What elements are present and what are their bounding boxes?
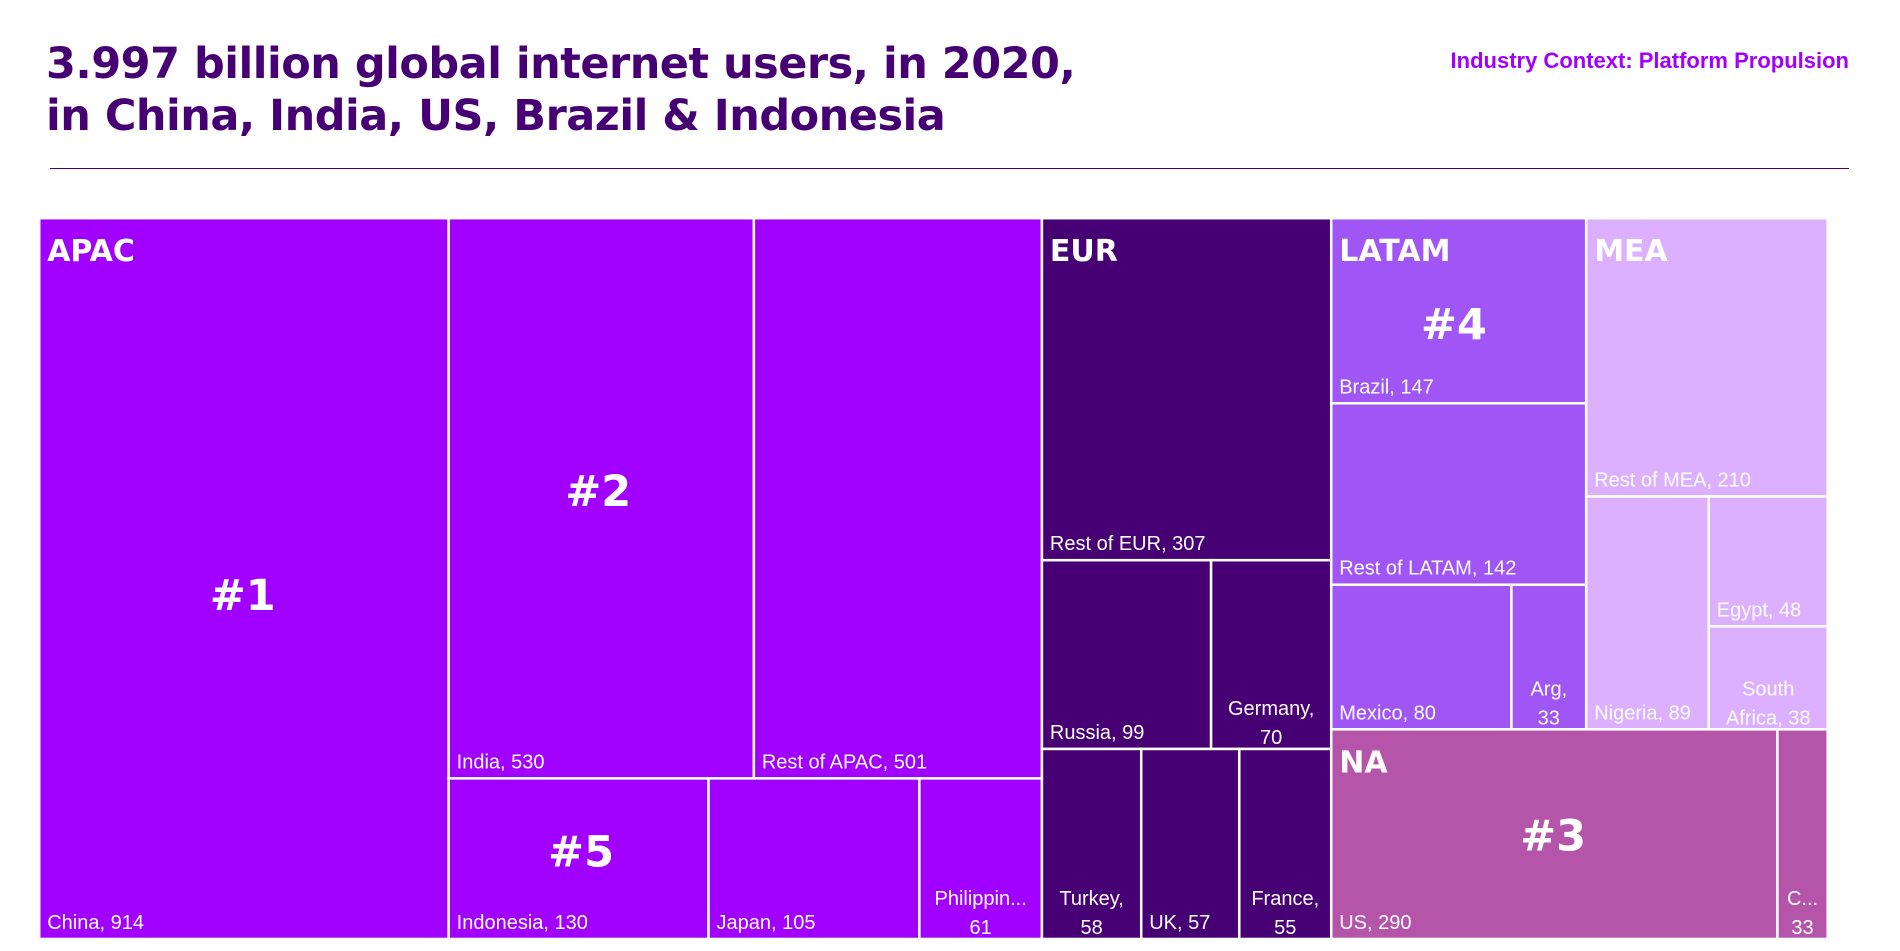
cell-label-uk: UK, 57 <box>1149 912 1210 934</box>
treemap-cell-brazil: Brazil, 147 #4 <box>1329 216 1588 405</box>
cell-label-germany: Germany, 70 <box>1228 698 1314 749</box>
rank-label-india: #2 <box>565 467 631 517</box>
cell-label-france: France, 55 <box>1251 888 1319 939</box>
treemap-cell-egypt: Egypt, 48 <box>1707 495 1829 628</box>
cell-label-rest-of-apac: Rest of APAC, 501 <box>762 751 927 773</box>
cell-label-us: US, 290 <box>1339 912 1411 934</box>
treemap-cell-uk: UK, 57 <box>1139 747 1241 941</box>
treemap-rect-south-africa <box>1707 625 1829 731</box>
region-label-latam: LATAM <box>1339 234 1450 269</box>
cell-label-turkey: Turkey, 58 <box>1059 888 1123 939</box>
treemap-rect-rest-of-latam <box>1329 402 1588 586</box>
treemap-cell-france: France, 55 <box>1238 747 1333 941</box>
region-label-apac: APAC <box>47 234 135 269</box>
treemap-cell-turkey: Turkey, 58 <box>1040 747 1143 941</box>
cell-label-argentina: Arg, 33 <box>1530 678 1567 729</box>
treemap-rect-brazil <box>1329 216 1588 405</box>
treemap-cell-mexico: Mexico, 80 <box>1329 583 1513 731</box>
cell-label-china: China, 914 <box>47 912 144 934</box>
treemap-rect-rest-of-apac <box>752 216 1044 780</box>
treemap-rect-nigeria <box>1584 495 1711 731</box>
region-label-eur: EUR <box>1050 234 1118 269</box>
treemap-rect-rest-of-eur <box>1040 216 1333 562</box>
treemap-rect-canada <box>1776 728 1829 941</box>
cell-label-brazil: Brazil, 147 <box>1339 376 1434 398</box>
region-label-mea: MEA <box>1594 234 1668 269</box>
treemap-cell-argentina: Arg, 33 <box>1510 583 1588 731</box>
treemap-cell-south-africa: South Africa, 38 <box>1707 625 1829 731</box>
treemap-rect-indonesia <box>447 777 710 941</box>
treemap-rect-philippines <box>918 777 1044 941</box>
cell-label-india: India, 530 <box>457 751 545 773</box>
cell-label-rest-of-latam: Rest of LATAM, 142 <box>1339 558 1516 580</box>
region-label-na: NA <box>1339 745 1388 780</box>
treemap-rect-germany <box>1209 558 1333 751</box>
rank-label-us: #3 <box>1520 811 1586 861</box>
treemap-rect-india <box>447 216 756 780</box>
header-divider <box>50 168 1849 169</box>
treemap-cell-us: US, 290 #3 <box>1329 728 1779 941</box>
industry-context-label: Industry Context: Platform Propulsion <box>1450 48 1849 73</box>
cell-label-nigeria: Nigeria, 89 <box>1594 702 1691 724</box>
treemap-cell-rest-of-latam: Rest of LATAM, 142 <box>1329 402 1588 586</box>
treemap-cell-canada: C... 33 <box>1776 728 1829 941</box>
treemap-rect-uk <box>1139 747 1241 941</box>
cell-label-philippines: Philippin... 61 <box>935 888 1027 939</box>
cell-label-rest-of-mea: Rest of MEA, 210 <box>1594 469 1751 491</box>
treemap-rect-france <box>1238 747 1333 941</box>
treemap-rect-mexico <box>1329 583 1513 731</box>
cell-label-egypt: Egypt, 48 <box>1717 599 1802 621</box>
title-line-2: in China, India, US, Brazil & Indonesia <box>46 91 946 141</box>
treemap-cell-indonesia: Indonesia, 130 #5 <box>447 777 710 941</box>
treemap-cell-india: India, 530 #2 <box>447 216 756 780</box>
treemap-cell-russia: Russia, 99 <box>1040 558 1213 751</box>
treemap-cell-rest-of-mea: Rest of MEA, 210 <box>1584 216 1829 498</box>
treemap-rect-us <box>1329 728 1779 941</box>
rank-label-brazil: #4 <box>1421 300 1487 350</box>
treemap-cell-rest-of-apac: Rest of APAC, 501 <box>752 216 1044 780</box>
treemap-cell-germany: Germany, 70 <box>1209 558 1333 751</box>
treemap-rect-china <box>37 216 450 941</box>
treemap-rect-argentina <box>1510 583 1588 731</box>
treemap-rect-turkey <box>1040 747 1143 941</box>
cell-label-canada: C... 33 <box>1787 888 1818 939</box>
cell-label-russia: Russia, 99 <box>1050 722 1145 744</box>
cell-label-south-africa: South Africa, 38 <box>1726 678 1810 729</box>
cell-label-mexico: Mexico, 80 <box>1339 702 1436 724</box>
treemap-rect-russia <box>1040 558 1213 751</box>
cell-label-japan: Japan, 105 <box>717 912 816 934</box>
chart-title: 3.997 billion global internet users, in … <box>46 38 1076 142</box>
treemap-cell-nigeria: Nigeria, 89 <box>1584 495 1711 731</box>
treemap-rect-egypt <box>1707 495 1829 628</box>
title-line-1: 3.997 billion global internet users, in … <box>46 39 1076 89</box>
treemap-rect-japan <box>707 777 921 941</box>
treemap-cell-rest-of-eur: Rest of EUR, 307 <box>1040 216 1333 562</box>
rank-label-china: #1 <box>210 571 276 621</box>
treemap-cell-philippines: Philippin... 61 <box>918 777 1044 941</box>
treemap-rect-rest-of-mea <box>1584 216 1829 498</box>
cell-label-indonesia: Indonesia, 130 <box>457 912 588 934</box>
cell-label-rest-of-eur: Rest of EUR, 307 <box>1050 533 1206 555</box>
rank-label-indonesia: #5 <box>548 827 614 877</box>
treemap-cell-japan: Japan, 105 <box>707 777 921 941</box>
treemap-cell-china: China, 914 #1 <box>37 216 450 941</box>
